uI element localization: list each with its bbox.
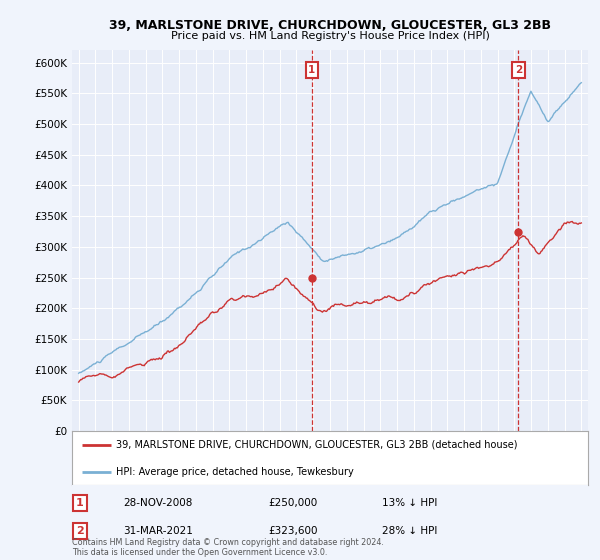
Text: £323,600: £323,600: [268, 526, 317, 536]
Text: 39, MARLSTONE DRIVE, CHURCHDOWN, GLOUCESTER, GL3 2BB: 39, MARLSTONE DRIVE, CHURCHDOWN, GLOUCES…: [109, 18, 551, 32]
Text: 28-NOV-2008: 28-NOV-2008: [124, 498, 193, 508]
Text: 1: 1: [76, 498, 83, 508]
Text: 1: 1: [308, 65, 316, 75]
Text: 39, MARLSTONE DRIVE, CHURCHDOWN, GLOUCESTER, GL3 2BB (detached house): 39, MARLSTONE DRIVE, CHURCHDOWN, GLOUCES…: [116, 440, 517, 450]
Text: 31-MAR-2021: 31-MAR-2021: [124, 526, 193, 536]
Text: Contains HM Land Registry data © Crown copyright and database right 2024.
This d: Contains HM Land Registry data © Crown c…: [72, 538, 384, 557]
Text: HPI: Average price, detached house, Tewkesbury: HPI: Average price, detached house, Tewk…: [116, 467, 353, 477]
Text: 2: 2: [76, 526, 83, 536]
Text: £250,000: £250,000: [268, 498, 317, 508]
Text: Price paid vs. HM Land Registry's House Price Index (HPI): Price paid vs. HM Land Registry's House …: [170, 31, 490, 41]
Text: 28% ↓ HPI: 28% ↓ HPI: [382, 526, 437, 536]
Text: 2: 2: [515, 65, 522, 75]
Text: 13% ↓ HPI: 13% ↓ HPI: [382, 498, 437, 508]
